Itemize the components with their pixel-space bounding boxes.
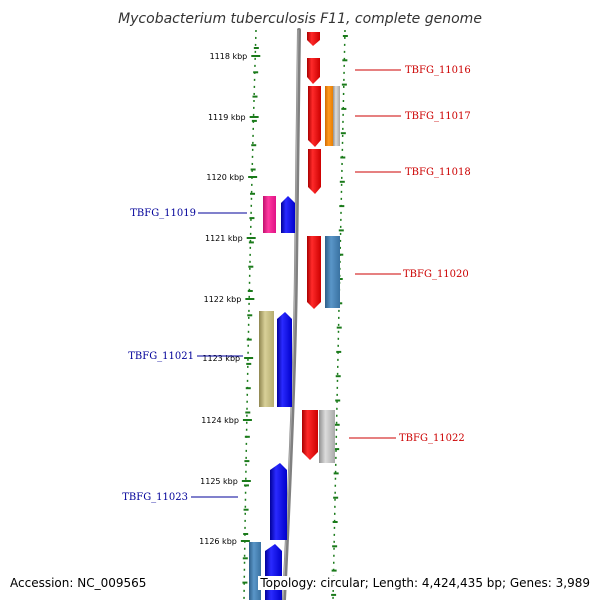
scale-tick-label: 1118 kbp [210, 52, 248, 61]
gene-block-gray[interactable] [319, 410, 335, 463]
scale-tick-label: 1124 kbp [201, 416, 239, 425]
gene-block-pink[interactable] [263, 196, 276, 233]
scale-tick-label: 1121 kbp [205, 234, 243, 243]
scale-tick-label: 1120 kbp [206, 173, 244, 182]
gene-arrow-forward[interactable] [308, 86, 321, 147]
inner-tick-marks [242, 47, 259, 584]
gene-arrow-forward[interactable] [308, 149, 321, 194]
accession-label: Accession: NC_009565 [8, 576, 149, 590]
gene-labels: TBFG_11016 TBFG_11017 TBFG_11018 TBFG_11019… [122, 65, 471, 503]
gene-arrow-forward[interactable] [307, 32, 320, 46]
gene-block-steel[interactable] [249, 542, 261, 600]
gene-label[interactable]: TBFG_11022 [399, 433, 465, 444]
gene-arrow-reverse[interactable] [281, 196, 295, 233]
scale-tick-label: 1122 kbp [204, 295, 242, 304]
gene-arrow-reverse[interactable] [277, 312, 292, 407]
gene-label[interactable]: TBFG_11019 [130, 208, 196, 219]
gene-label[interactable]: TBFG_11016 [405, 65, 471, 76]
gene-arrow-forward[interactable] [307, 58, 320, 84]
scale-tick-label: 1125 kbp [200, 477, 238, 486]
gene-arrow-forward[interactable] [302, 410, 318, 460]
scale-tick-label: 1126 kbp [199, 537, 237, 546]
gene-arrow-reverse[interactable] [270, 463, 287, 540]
gene-label[interactable]: TBFG_11021 [128, 351, 194, 362]
scale-tick-label: 1123 kbp [202, 354, 240, 363]
genome-summary: Topology: circular; Length: 4,424,435 bp… [258, 576, 592, 590]
gene-arrow-reverse[interactable] [265, 544, 282, 600]
gene-block-gray[interactable] [333, 86, 340, 146]
gene-arrow-forward[interactable] [307, 236, 321, 309]
gene-block-steel[interactable] [325, 236, 340, 308]
gene-label[interactable]: TBFG_11020 [403, 269, 469, 280]
gene-block-khaki[interactable] [259, 311, 274, 407]
gene-label[interactable]: TBFG_11017 [405, 111, 471, 122]
scale-ticks: 1118 kbp 1119 kbp 1120 kbp 1121 kbp 1122 kbp… [199, 52, 261, 546]
map-title: Mycobacterium tuberculosis F11, complete… [118, 11, 482, 27]
gene-label[interactable]: TBFG_11018 [405, 167, 471, 178]
gene-block-orange[interactable] [325, 86, 334, 146]
scale-tick-label: 1119 kbp [208, 113, 246, 122]
backbone-highlight [282, 29, 299, 600]
genome-backbone [282, 28, 301, 600]
gene-label[interactable]: TBFG_11023 [122, 492, 188, 503]
